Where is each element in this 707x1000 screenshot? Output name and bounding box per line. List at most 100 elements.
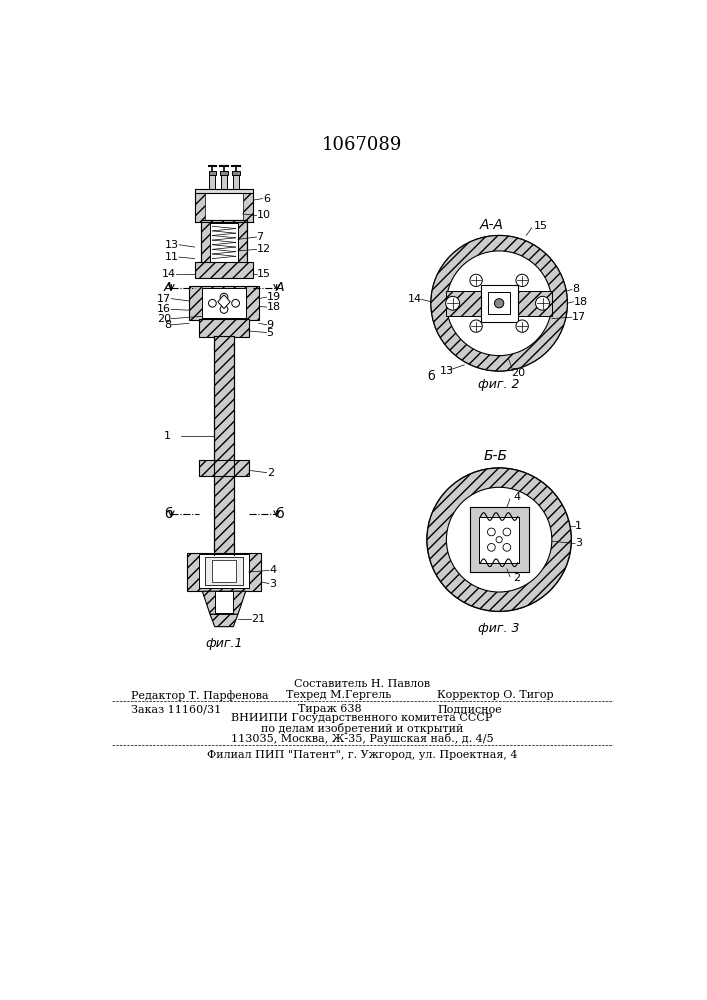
Text: 16: 16 bbox=[157, 304, 171, 314]
Bar bbox=[199, 460, 249, 476]
Bar bbox=[187, 553, 261, 591]
Text: 4: 4 bbox=[513, 492, 520, 502]
Text: Подписное: Подписное bbox=[437, 704, 502, 714]
Text: Б-Б: Б-Б bbox=[484, 449, 507, 463]
Text: 2: 2 bbox=[267, 468, 274, 478]
Bar bbox=[479, 517, 519, 563]
Circle shape bbox=[427, 468, 571, 611]
Text: 10: 10 bbox=[257, 210, 271, 220]
Bar bbox=[189, 286, 259, 320]
Text: ВНИИПИ Государственного комитета СССР: ВНИИПИ Государственного комитета СССР bbox=[231, 713, 493, 723]
Bar bbox=[220, 171, 228, 175]
Circle shape bbox=[445, 296, 460, 310]
Text: 14: 14 bbox=[162, 269, 176, 279]
Bar bbox=[233, 174, 239, 191]
Text: 1: 1 bbox=[164, 431, 171, 441]
Text: Филиал ПИП "Патент", г. Ужгород, ул. Проектная, 4: Филиал ПИП "Патент", г. Ужгород, ул. Про… bbox=[206, 750, 518, 760]
Bar bbox=[210, 223, 238, 262]
Text: 8: 8 bbox=[164, 320, 171, 330]
Bar bbox=[206, 557, 243, 585]
Bar bbox=[243, 189, 253, 222]
Bar bbox=[469, 507, 529, 572]
Polygon shape bbox=[218, 295, 230, 309]
Text: 13: 13 bbox=[440, 366, 453, 376]
Text: Заказ 11160/31: Заказ 11160/31 bbox=[131, 704, 221, 714]
Bar bbox=[232, 171, 240, 175]
Text: 8: 8 bbox=[572, 284, 579, 294]
Text: 4: 4 bbox=[269, 565, 276, 575]
Text: б: б bbox=[427, 370, 435, 383]
Text: 113035, Москва, Ж-35, Раушская наб., д. 4/5: 113035, Москва, Ж-35, Раушская наб., д. … bbox=[230, 733, 493, 744]
Bar bbox=[214, 336, 234, 555]
Text: 1067089: 1067089 bbox=[322, 136, 402, 154]
Polygon shape bbox=[202, 591, 246, 614]
Bar bbox=[211, 560, 236, 582]
Text: 9: 9 bbox=[267, 320, 274, 330]
Text: фиг. 3: фиг. 3 bbox=[479, 622, 520, 635]
Circle shape bbox=[220, 293, 228, 301]
Circle shape bbox=[516, 274, 528, 287]
Text: 3: 3 bbox=[575, 538, 582, 548]
Text: Редактор Т. Парфенова: Редактор Т. Парфенова bbox=[131, 690, 269, 701]
Text: фиг. 2: фиг. 2 bbox=[479, 378, 520, 391]
Bar bbox=[221, 174, 227, 191]
Polygon shape bbox=[210, 614, 238, 627]
Text: 20: 20 bbox=[157, 314, 171, 324]
Circle shape bbox=[431, 235, 567, 371]
Bar bbox=[199, 319, 249, 337]
Text: 13: 13 bbox=[165, 240, 179, 250]
Text: 1: 1 bbox=[575, 521, 582, 531]
Text: 5: 5 bbox=[267, 328, 274, 338]
Wedge shape bbox=[427, 468, 571, 611]
Text: 17: 17 bbox=[572, 312, 586, 322]
Text: А: А bbox=[276, 281, 284, 294]
Text: 12: 12 bbox=[257, 244, 271, 254]
Circle shape bbox=[496, 537, 502, 543]
Text: фиг.1: фиг.1 bbox=[205, 637, 243, 650]
Bar bbox=[194, 262, 253, 278]
Text: 21: 21 bbox=[251, 614, 265, 624]
Text: 17: 17 bbox=[157, 294, 171, 304]
Bar bbox=[194, 189, 206, 222]
Bar bbox=[481, 285, 518, 322]
Text: 15: 15 bbox=[534, 221, 548, 231]
Bar bbox=[194, 189, 253, 193]
Text: Составитель Н. Павлов: Составитель Н. Павлов bbox=[294, 679, 430, 689]
Bar bbox=[209, 174, 216, 191]
Text: 18: 18 bbox=[573, 297, 588, 307]
Circle shape bbox=[503, 528, 510, 536]
Text: б: б bbox=[164, 507, 173, 521]
Text: 19: 19 bbox=[267, 292, 281, 302]
Text: 18: 18 bbox=[267, 302, 281, 312]
Circle shape bbox=[488, 543, 495, 551]
Text: А-А: А-А bbox=[479, 218, 503, 232]
Bar bbox=[446, 291, 552, 316]
Bar bbox=[201, 220, 247, 265]
Bar bbox=[201, 220, 247, 265]
Bar bbox=[202, 288, 246, 318]
Text: б: б bbox=[276, 507, 284, 521]
Text: 11: 11 bbox=[165, 252, 179, 262]
Circle shape bbox=[232, 299, 240, 307]
Circle shape bbox=[503, 543, 510, 551]
Text: Корректор О. Тигор: Корректор О. Тигор bbox=[437, 690, 554, 700]
Bar bbox=[209, 171, 216, 175]
Wedge shape bbox=[431, 235, 567, 371]
Bar bbox=[206, 557, 243, 585]
Circle shape bbox=[470, 274, 482, 287]
Text: 15: 15 bbox=[257, 269, 271, 279]
Text: 20: 20 bbox=[511, 368, 525, 378]
Text: 2: 2 bbox=[513, 573, 520, 583]
Circle shape bbox=[220, 306, 228, 313]
Circle shape bbox=[209, 299, 216, 307]
Bar bbox=[215, 591, 233, 613]
Text: по делам изобретений и открытий: по делам изобретений и открытий bbox=[261, 723, 463, 734]
Circle shape bbox=[535, 296, 549, 310]
Text: А: А bbox=[164, 281, 173, 294]
Text: 3: 3 bbox=[269, 579, 276, 589]
Text: Техред М.Гергель: Техред М.Гергель bbox=[286, 690, 391, 700]
Bar bbox=[199, 554, 249, 588]
Circle shape bbox=[494, 299, 504, 308]
Bar bbox=[489, 292, 510, 314]
Text: Тираж 638: Тираж 638 bbox=[298, 704, 361, 714]
